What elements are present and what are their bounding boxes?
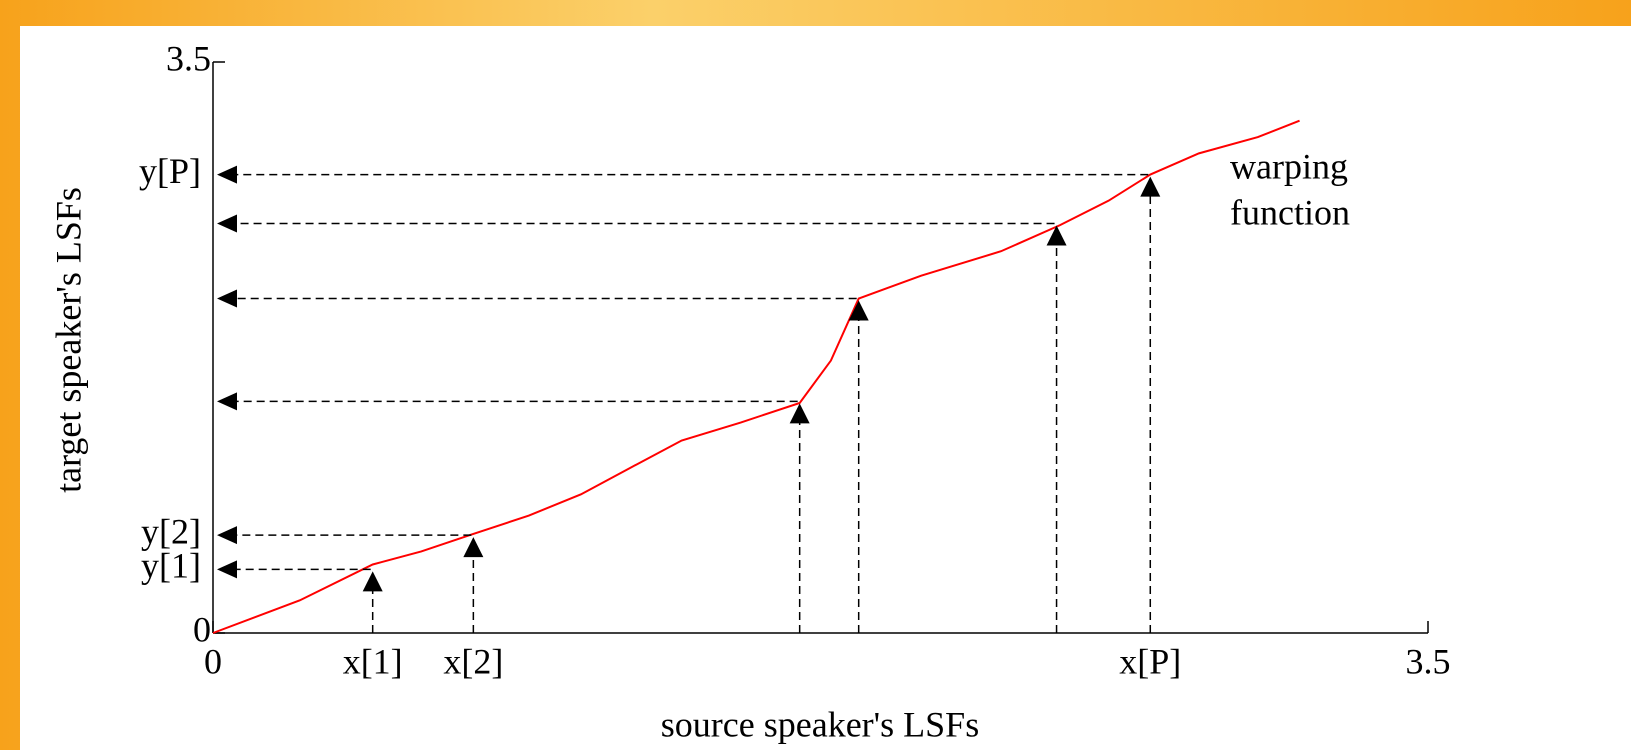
y-marker-label: y[2]: [141, 511, 201, 551]
x-marker-label: x[2]: [443, 641, 503, 681]
y-arrowhead: [217, 392, 237, 411]
panel: [20, 26, 1631, 750]
x-marker-label: x[P]: [1119, 641, 1181, 681]
x-axis-label: source speaker's LSFs: [661, 704, 979, 744]
y-arrowhead: [217, 526, 237, 545]
annotation: warping: [1230, 146, 1348, 186]
x-arrowhead: [789, 403, 810, 424]
y-arrowhead: [217, 560, 237, 579]
x-tick-label: 3.5: [1406, 641, 1451, 681]
y-marker-label: y[1]: [141, 546, 201, 586]
x-arrowhead: [362, 571, 383, 592]
y-axis-label: target speaker's LSFs: [48, 187, 88, 493]
x-arrowhead: [1046, 225, 1067, 246]
y-arrowhead: [217, 289, 237, 308]
y-arrowhead: [217, 165, 237, 184]
x-marker-label: x[1]: [343, 641, 403, 681]
x-arrowhead: [463, 537, 484, 558]
x-arrowhead: [848, 300, 869, 321]
x-tick-label: 0: [204, 641, 222, 681]
annotation: function: [1230, 192, 1350, 232]
x-arrowhead: [1140, 176, 1161, 197]
y-tick-label: 3.5: [166, 38, 211, 78]
y-tick-label: 0: [193, 609, 211, 649]
y-arrowhead: [217, 214, 237, 233]
warping-curve: [212, 119, 1300, 634]
y-marker-label: y[P]: [139, 151, 201, 191]
